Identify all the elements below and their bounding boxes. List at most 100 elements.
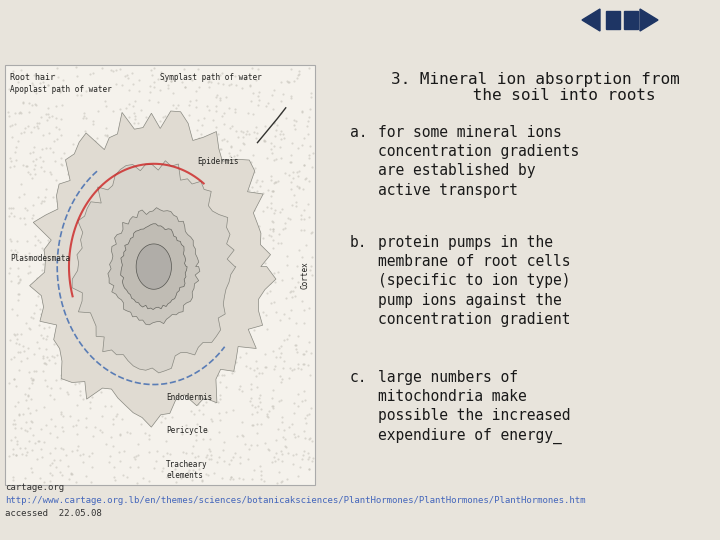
Point bbox=[6, 450, 18, 458]
Point bbox=[143, 476, 155, 485]
Point bbox=[48, 308, 59, 316]
Point bbox=[137, 189, 148, 198]
Point bbox=[77, 458, 89, 467]
Point bbox=[217, 79, 228, 88]
Point bbox=[154, 336, 166, 345]
Point bbox=[270, 126, 282, 134]
Point bbox=[182, 146, 194, 155]
Point bbox=[212, 191, 224, 199]
Text: Symplast path of water: Symplast path of water bbox=[160, 73, 262, 82]
Point bbox=[170, 104, 181, 112]
Point bbox=[55, 308, 67, 317]
Point bbox=[274, 129, 286, 138]
Point bbox=[304, 465, 315, 474]
Point bbox=[101, 329, 112, 338]
Point bbox=[115, 211, 127, 219]
Point bbox=[68, 252, 80, 261]
Point bbox=[86, 449, 98, 457]
Point bbox=[109, 463, 120, 472]
Point bbox=[74, 308, 86, 316]
Point bbox=[30, 170, 41, 179]
Point bbox=[123, 383, 135, 392]
Point bbox=[174, 390, 186, 399]
Point bbox=[214, 71, 225, 79]
Point bbox=[246, 420, 257, 429]
Point bbox=[10, 451, 22, 460]
Point bbox=[49, 359, 60, 368]
Point bbox=[114, 104, 126, 113]
Point bbox=[14, 276, 26, 285]
Point bbox=[107, 442, 119, 450]
Point bbox=[127, 295, 138, 304]
Point bbox=[88, 266, 99, 274]
Point bbox=[76, 144, 87, 153]
Point bbox=[28, 309, 40, 318]
Point bbox=[205, 137, 217, 146]
Point bbox=[68, 288, 80, 296]
Point bbox=[307, 436, 318, 445]
Point bbox=[101, 334, 112, 343]
Point bbox=[208, 393, 220, 402]
Point bbox=[131, 478, 143, 487]
Point bbox=[81, 277, 92, 286]
Point bbox=[166, 462, 178, 470]
Point bbox=[160, 299, 171, 307]
Point bbox=[9, 420, 21, 428]
Point bbox=[262, 444, 274, 453]
Point bbox=[194, 373, 205, 381]
Point bbox=[214, 144, 225, 153]
Point bbox=[15, 66, 27, 75]
Point bbox=[185, 374, 197, 383]
Point bbox=[299, 413, 310, 422]
Point bbox=[296, 266, 307, 274]
Point bbox=[198, 379, 210, 388]
Point bbox=[216, 111, 228, 120]
Point bbox=[8, 353, 19, 361]
Point bbox=[26, 379, 37, 388]
Point bbox=[29, 123, 40, 132]
Point bbox=[138, 394, 150, 403]
Point bbox=[305, 404, 316, 413]
Point bbox=[106, 433, 117, 441]
Point bbox=[298, 226, 310, 234]
Point bbox=[165, 450, 176, 459]
Point bbox=[40, 359, 51, 368]
Point bbox=[43, 129, 55, 137]
Point bbox=[128, 453, 140, 461]
Point bbox=[189, 137, 201, 145]
Point bbox=[268, 298, 279, 307]
Point bbox=[195, 129, 207, 138]
Point bbox=[284, 374, 295, 382]
Point bbox=[122, 70, 133, 79]
Point bbox=[84, 451, 95, 460]
Point bbox=[248, 190, 260, 198]
Point bbox=[181, 388, 192, 396]
Point bbox=[13, 77, 24, 86]
Point bbox=[275, 239, 287, 247]
Point bbox=[271, 120, 282, 129]
Point bbox=[304, 266, 315, 274]
Point bbox=[204, 198, 216, 207]
Point bbox=[122, 394, 133, 402]
Point bbox=[7, 204, 19, 213]
Point bbox=[156, 249, 168, 258]
Point bbox=[10, 381, 22, 390]
Point bbox=[107, 420, 119, 428]
Point bbox=[205, 455, 217, 463]
Point bbox=[223, 80, 235, 89]
Point bbox=[251, 76, 262, 85]
Point bbox=[28, 349, 40, 358]
Point bbox=[222, 330, 233, 339]
Point bbox=[4, 212, 15, 220]
Point bbox=[225, 455, 237, 464]
Point bbox=[218, 109, 230, 117]
Point bbox=[166, 336, 178, 345]
Point bbox=[248, 326, 260, 334]
Point bbox=[68, 140, 79, 149]
Point bbox=[223, 148, 235, 157]
Point bbox=[243, 445, 254, 454]
Point bbox=[201, 397, 212, 406]
Point bbox=[153, 299, 164, 308]
Point bbox=[66, 161, 78, 170]
Point bbox=[50, 462, 62, 471]
